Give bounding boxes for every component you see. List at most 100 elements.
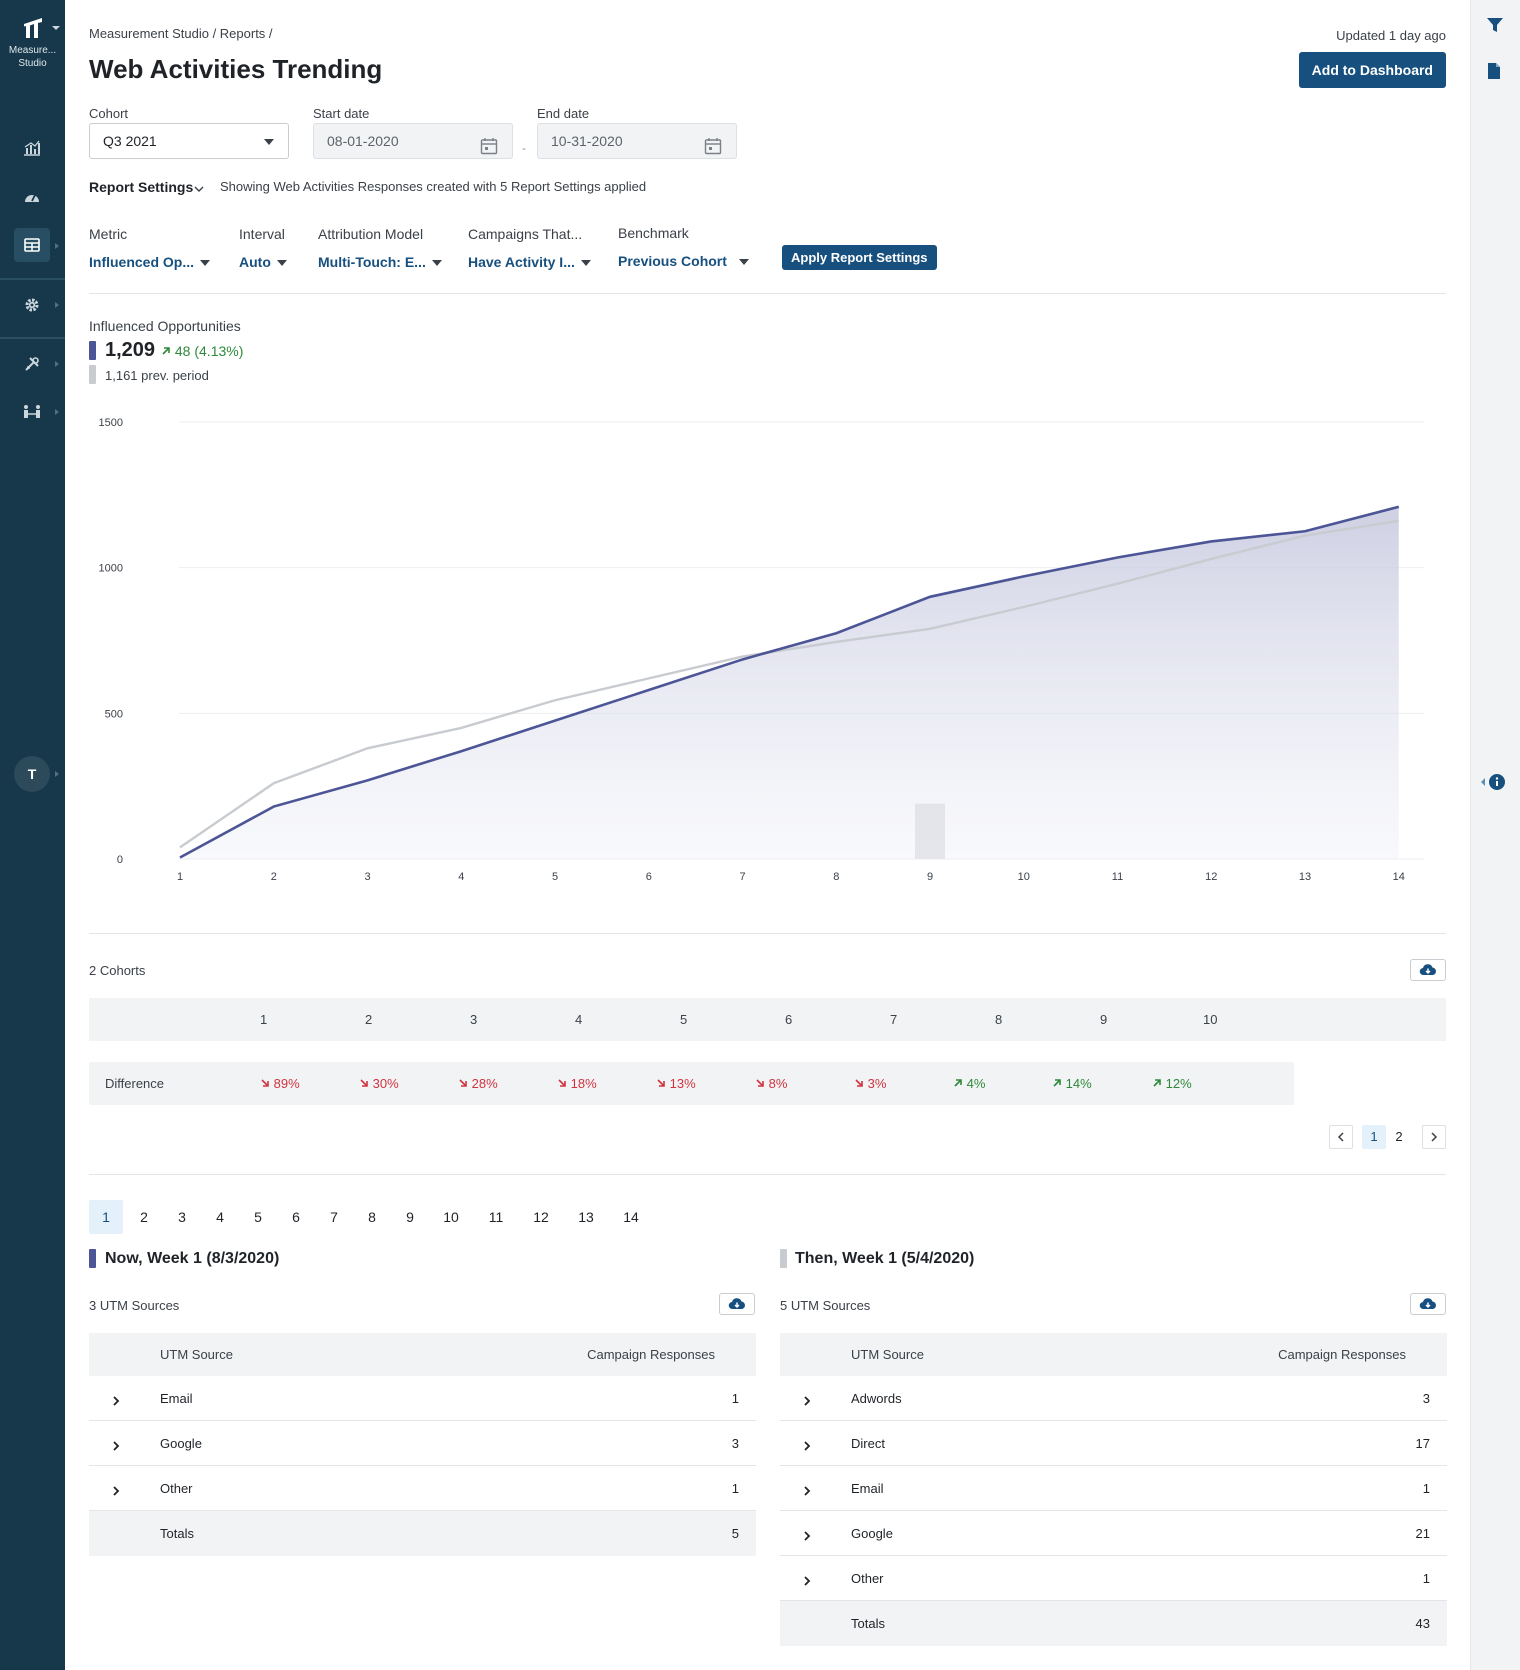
chevron-right-icon[interactable] [112, 1438, 120, 1456]
date-range-separator: - [522, 141, 526, 155]
week-tab-10[interactable]: 10 [443, 1209, 459, 1225]
previous-series-swatch [89, 365, 96, 384]
campaign-responses-cell: 21 [1415, 1526, 1430, 1541]
week-tab-12[interactable]: 12 [533, 1209, 549, 1225]
pager-page-2[interactable]: 2 [1395, 1129, 1403, 1144]
nav-item-reports[interactable] [14, 131, 50, 165]
cohort-col-header: 9 [1100, 1012, 1108, 1027]
table-row[interactable]: Adwords 3 [780, 1376, 1447, 1421]
difference-cell: 18% [557, 1076, 597, 1091]
then-panel-swatch [780, 1249, 787, 1268]
nav-item-tables[interactable] [14, 228, 50, 262]
campaigns-setting-dropdown[interactable]: Have Activity I... [468, 254, 591, 270]
chevron-right-icon[interactable] [112, 1483, 120, 1501]
chevron-right-icon[interactable] [112, 1393, 120, 1411]
nav-item-integrations[interactable] [14, 395, 50, 429]
app-switcher-caret-icon[interactable] [52, 26, 60, 30]
week-tab-11[interactable]: 11 [488, 1209, 504, 1225]
chevron-right-icon[interactable] [803, 1393, 811, 1411]
chevron-right-icon[interactable] [803, 1438, 811, 1456]
add-to-dashboard-button[interactable]: Add to Dashboard [1298, 52, 1446, 88]
logo-caption-line1: Measure... [8, 45, 57, 56]
download-now-button[interactable] [719, 1293, 755, 1315]
week-tab-4[interactable]: 4 [216, 1209, 224, 1225]
chevron-down-icon[interactable] [193, 181, 205, 199]
chevron-right-icon[interactable] [803, 1528, 811, 1546]
apply-report-settings-button[interactable]: Apply Report Settings [782, 245, 937, 270]
end-date-value: 10-31-2020 [551, 133, 623, 149]
chart-y-axis: 0 500 1000 1500 [99, 417, 123, 866]
app-logo[interactable]: Measure... Studio [0, 14, 65, 70]
download-then-button[interactable] [1410, 1293, 1446, 1315]
table-row[interactable]: Email 1 [780, 1466, 1447, 1511]
week-tab-3[interactable]: 3 [178, 1209, 186, 1225]
campaign-responses-cell: 1 [731, 1391, 739, 1406]
week-tab-9[interactable]: 9 [406, 1209, 414, 1225]
week-tab-7[interactable]: 7 [330, 1209, 338, 1225]
pager-next-button[interactable] [1422, 1125, 1446, 1149]
filter-icon[interactable] [1486, 16, 1504, 39]
start-date-input[interactable]: 08-01-2020 [313, 123, 513, 159]
report-settings-description: Showing Web Activities Responses created… [220, 179, 647, 194]
attribution-setting-dropdown[interactable]: Multi-Touch: E... [318, 254, 442, 270]
calendar-icon[interactable] [480, 133, 498, 167]
metric-setting-label: Metric [89, 226, 128, 242]
user-avatar[interactable]: T [14, 756, 50, 792]
table-row[interactable]: Email 1 [89, 1376, 756, 1421]
chevron-right-icon[interactable] [803, 1573, 811, 1591]
table-row[interactable]: Google 3 [89, 1421, 756, 1466]
metric-title: Influenced Opportunities [89, 318, 241, 334]
cohort-select[interactable]: Q3 2021 [89, 123, 289, 159]
campaign-responses-col-header[interactable]: Campaign Responses [1278, 1347, 1406, 1362]
metric-setting-dropdown[interactable]: Influenced Op... [89, 254, 211, 270]
pager-prev-button[interactable] [1329, 1125, 1353, 1149]
table-row[interactable]: Other 1 [89, 1466, 756, 1511]
difference-cell: 8% [755, 1076, 787, 1091]
week-tab-5[interactable]: 5 [254, 1209, 262, 1225]
y-tick-label: 0 [117, 854, 123, 866]
week-tab-1[interactable]: 1 [89, 1200, 123, 1234]
updated-timestamp: Updated 1 day ago [1336, 28, 1446, 43]
week-tab-2[interactable]: 2 [140, 1209, 148, 1225]
download-cohorts-button[interactable] [1410, 959, 1446, 981]
totals-value: 5 [731, 1526, 739, 1541]
report-settings-toggle[interactable]: Report Settings [89, 179, 194, 195]
campaign-responses-col-header[interactable]: Campaign Responses [587, 1347, 715, 1362]
chevron-down-icon [738, 259, 749, 266]
table-row[interactable]: Google 21 [780, 1511, 1447, 1556]
breadcrumb[interactable]: Measurement Studio / Reports / [89, 26, 273, 41]
info-panel-toggle-icon[interactable] [1479, 773, 1507, 796]
arrow-up-right-icon [162, 347, 170, 355]
nav-item-tools[interactable] [14, 347, 50, 381]
week-tab-8[interactable]: 8 [368, 1209, 376, 1225]
utm-table-header: UTM Source Campaign Responses [89, 1333, 756, 1376]
x-tick-label: 2 [271, 871, 277, 883]
nav-item-dashboards[interactable] [14, 180, 50, 214]
week-tab-6[interactable]: 6 [292, 1209, 300, 1225]
nav-item-settings[interactable] [14, 288, 50, 322]
pager-page-1[interactable]: 1 [1362, 1125, 1386, 1149]
chevron-right-icon[interactable] [803, 1483, 811, 1501]
table-row[interactable]: Direct 17 [780, 1421, 1447, 1466]
end-date-input[interactable]: 10-31-2020 [537, 123, 737, 159]
cohort-col-header: 7 [890, 1012, 898, 1027]
table-row[interactable]: Other 1 [780, 1556, 1447, 1601]
document-icon[interactable] [1487, 62, 1501, 85]
interval-setting-dropdown[interactable]: Auto [239, 254, 287, 270]
benchmark-setting-dropdown[interactable]: Previous Cohort [618, 253, 749, 269]
arrow-up-right-icon [1153, 1079, 1161, 1087]
current-series-swatch [89, 341, 96, 360]
x-tick-label: 10 [1018, 871, 1030, 883]
cloud-download-icon [1419, 964, 1436, 976]
calendar-icon[interactable] [704, 133, 722, 167]
integrations-icon [24, 405, 40, 418]
utm-source-col-header[interactable]: UTM Source [160, 1347, 233, 1362]
utm-source-col-header[interactable]: UTM Source [851, 1347, 924, 1362]
attribution-setting-label: Attribution Model [318, 226, 424, 242]
week-tab-13[interactable]: 13 [578, 1209, 594, 1225]
end-date-label: End date [537, 106, 590, 121]
nav-expand-arrow-icon [55, 361, 59, 367]
difference-value: 14% [1065, 1076, 1092, 1091]
week-tab-14[interactable]: 14 [623, 1209, 639, 1225]
